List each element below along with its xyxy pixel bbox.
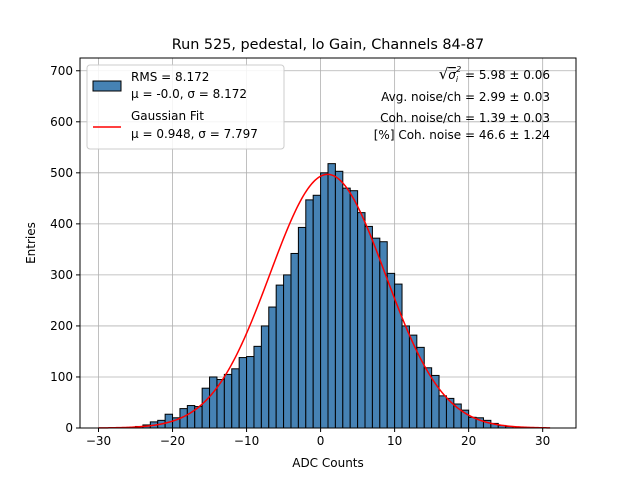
histogram-bar (320, 172, 329, 429)
chart-title: Run 525, pedestal, lo Gain, Channels 84-… (172, 37, 484, 53)
histogram-bar (334, 170, 344, 429)
y-axis-label: Entries (24, 222, 38, 264)
x-tick-label: 0 (317, 434, 325, 448)
x-axis-label: ADC Counts (292, 456, 364, 470)
histogram-bar (275, 284, 285, 429)
histogram-bar (223, 373, 233, 429)
x-tick-label: 30 (535, 434, 550, 448)
histogram-bar (253, 345, 262, 429)
x-axis-ticks: −30 −20 −10 0 10 20 30 (86, 428, 550, 448)
legend-histogram-label: RMS = 8.172 (131, 70, 209, 84)
histogram-bar (201, 387, 211, 429)
histogram-bar (238, 357, 248, 429)
y-tick-label: 700 (50, 64, 73, 78)
histogram-bar (246, 356, 255, 429)
x-tick-label: −10 (234, 434, 259, 448)
x-tick-label: −30 (86, 434, 111, 448)
histogram-bar (268, 306, 277, 429)
y-tick-label: 300 (50, 268, 73, 282)
legend-fit-stats: μ = 0.948, σ = 7.797 (131, 127, 258, 141)
y-tick-label: 0 (65, 421, 73, 435)
histogram-bar (438, 395, 447, 429)
histogram-bar (312, 194, 322, 429)
histogram-bar (260, 325, 270, 429)
legend-histogram-stats: μ = -0.0, σ = 8.172 (131, 87, 247, 101)
histogram-bar (283, 274, 292, 429)
legend-fit-label: Gaussian Fit (131, 109, 204, 123)
gaussian-fit-line (98, 173, 551, 429)
x-tick-label: 20 (461, 434, 476, 448)
histogram-bar (305, 199, 314, 429)
y-tick-label: 400 (50, 217, 73, 231)
histogram-bar (209, 376, 218, 429)
annotation-avg-noise: Avg. noise/ch = 2.99 ± 0.03 (381, 90, 550, 104)
y-tick-label: 200 (50, 319, 73, 333)
y-axis-ticks: 0 100 200 300 400 500 600 700 (50, 64, 80, 435)
histogram-bar (186, 405, 196, 429)
histogram-bar (231, 368, 240, 429)
annotation-coh-noise-percent: [%] Coh. noise = 46.6 ± 1.24 (374, 128, 550, 142)
histogram-bar (327, 163, 336, 429)
histogram-bar (290, 252, 299, 429)
histogram-bar (401, 325, 410, 429)
y-tick-label: 100 (50, 370, 73, 384)
histogram-bar (364, 225, 373, 429)
x-tick-label: 10 (387, 434, 402, 448)
x-tick-label: −20 (160, 434, 185, 448)
histogram-bar (342, 187, 351, 429)
noise-annotations: √σi2 = 5.98 ± 0.06 Avg. noise/ch = 2.99 … (374, 65, 550, 142)
plot-frame (79, 57, 577, 429)
histogram-bar (394, 283, 403, 429)
histogram-bar (371, 237, 381, 429)
histogram-bar (349, 190, 359, 429)
legend-histogram-swatch (92, 80, 122, 92)
y-tick-label: 600 (50, 115, 73, 129)
legend-box (86, 64, 285, 150)
legend: RMS = 8.172 μ = -0.0, σ = 8.172 Gaussian… (86, 64, 285, 150)
annotation-sigma-i: √σi2 = 5.98 ± 0.06 (439, 65, 550, 84)
histogram-bar (357, 212, 366, 429)
y-tick-label: 500 (50, 166, 73, 180)
histogram-bar (297, 226, 307, 429)
annotation-coh-noise: Coh. noise/ch = 1.39 ± 0.03 (380, 111, 550, 125)
